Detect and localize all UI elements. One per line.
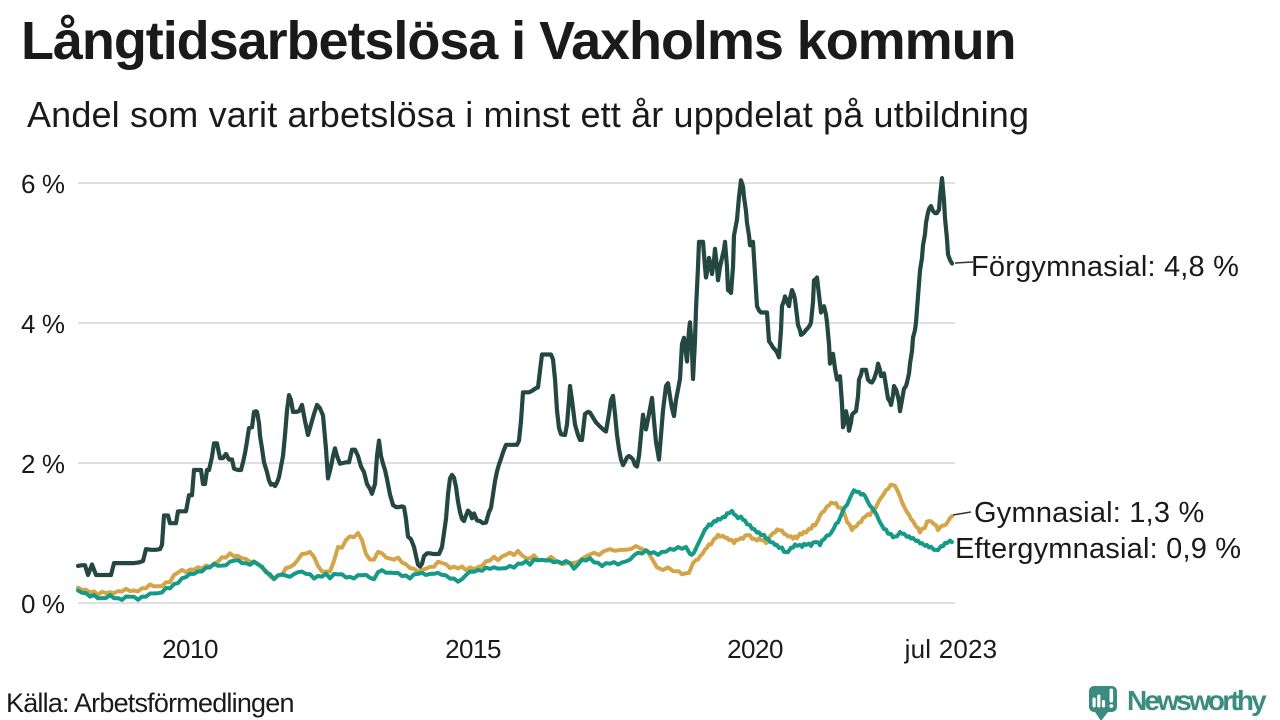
svg-text:2010: 2010 [162,634,218,664]
svg-text:2015: 2015 [445,634,501,664]
svg-text:Källa: Arbetsförmedlingen: Källa: Arbetsförmedlingen [6,688,294,718]
svg-text:Gymnasial: 1,3 %: Gymnasial: 1,3 % [974,497,1204,529]
svg-text:Långtidsarbetslösa i Vaxholms: Långtidsarbetslösa i Vaxholms kommun [21,11,1015,71]
svg-text:2020: 2020 [727,634,783,664]
svg-text:0 %: 0 % [21,589,65,619]
svg-text:jul 2023: jul 2023 [904,634,998,664]
svg-text:6 %: 6 % [21,169,65,199]
svg-text:Andel som varit arbetslösa i m: Andel som varit arbetslösa i minst ett å… [27,94,1029,135]
svg-text:2 %: 2 % [21,449,65,479]
svg-text:Newsworthy: Newsworthy [1127,685,1267,716]
svg-text:Förgymnasial: 4,8 %: Förgymnasial: 4,8 % [971,251,1239,283]
svg-text:4 %: 4 % [21,309,65,339]
svg-text:Eftergymnasial: 0,9 %: Eftergymnasial: 0,9 % [955,533,1241,565]
